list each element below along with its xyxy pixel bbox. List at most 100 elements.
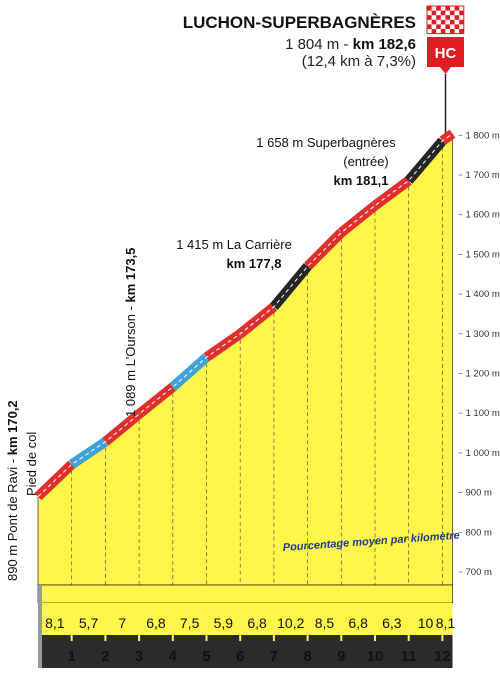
km-marker-label: 2 (101, 648, 109, 665)
km-marker-label: 8 (303, 648, 311, 665)
flag-cell (440, 29, 446, 34)
annotation-entree-line2: (entrée) (343, 154, 389, 169)
annotation-entree: 1 658 m Superbagnères (entrée) km 181,1 (256, 135, 396, 188)
percent-label: 7 (118, 615, 126, 631)
km-marker-tick (138, 635, 141, 641)
elevation-tick-label: 800 m (466, 527, 492, 538)
elevation-tick-label: 1 800 m (466, 130, 500, 141)
percent-label: 5,7 (79, 615, 99, 631)
elevation-tick-label: 900 m (466, 488, 492, 499)
flag-cell (450, 10, 455, 16)
elevation-tick-label: 1 300 m (466, 329, 500, 340)
percent-labels: 8,1 5,7 7 6,8 7,5 5,9 6,8 10,2 8,5 6,8 6,3 10 8,1 (45, 615, 455, 631)
finish-climb-info: (12,4 km à 7,3%) (302, 53, 416, 70)
km-marker-tick (272, 635, 275, 641)
km-marker-label: 1 (68, 648, 76, 665)
category-badge-bg (427, 37, 464, 67)
finish-name: LUCHON-SUPERBAGNÈRES (183, 13, 416, 32)
flag-cell (445, 15, 450, 20)
gradient-segment (372, 176, 412, 210)
flag-cell (459, 29, 464, 34)
km-marker-label: 5 (202, 648, 210, 665)
gradient-segment (135, 383, 176, 418)
flag-cell (440, 10, 446, 16)
flag-cell (445, 24, 450, 29)
percent-label: 10 (418, 615, 434, 631)
flag-cell (459, 10, 464, 16)
gradient-band (34, 129, 456, 501)
elevation-tick-label: 1 100 m (466, 408, 500, 419)
base-strip (37, 584, 453, 668)
km-marker-tick (205, 635, 208, 641)
finish-altitude: 1 804 m - km 182,6 (285, 36, 416, 53)
category-badge: HC (427, 37, 464, 74)
km-marker-tick (441, 635, 444, 641)
finish-km-label: km 182,6 (353, 36, 416, 53)
annotation-start-km: km 170,2 (5, 400, 20, 455)
flag-cell (427, 24, 432, 29)
annotation-carriere: 1 415 m La Carrière km 177,8 (176, 237, 292, 271)
km-marker-label: 10 (367, 648, 384, 665)
profile-fill (37, 133, 453, 586)
km-markers: 1 2 3 4 5 6 7 8 9 10 11 12 (68, 635, 451, 665)
base-percent-band (38, 603, 453, 635)
flag-cell (431, 10, 437, 16)
category-badge-point (440, 67, 451, 74)
annotation-carriere-line1: 1 415 m La Carrière (176, 237, 292, 252)
flag-cell (427, 15, 432, 20)
gradient-centerline (37, 133, 453, 497)
profile-area (37, 133, 453, 586)
annotation-ourson-line1: 1 089 m L'Ourson - (123, 303, 138, 417)
elevation-tick-label: 1 600 m (466, 210, 500, 221)
finish-altitude-label: 1 804 m - (285, 36, 353, 53)
km-marker-tick (70, 635, 73, 641)
base-edge (38, 585, 42, 668)
elevation-tick-label: 1 000 m (466, 448, 500, 459)
base-light-band (37, 584, 453, 604)
annotation-carriere-km: km 177,8 (227, 256, 282, 271)
km-marker-tick (407, 635, 410, 641)
gradient-segment (338, 201, 379, 237)
annotation-start-label: 890 m Pont de Ravi - km 170,2 (5, 400, 20, 581)
km-marker-label: 12 (434, 648, 451, 665)
km-marker-label: 6 (236, 648, 244, 665)
flag-cell (454, 6, 460, 11)
base-dark-band (38, 635, 453, 668)
percent-label: 6,8 (146, 615, 166, 631)
flag-cell (431, 29, 437, 34)
annotation-ourson: 1 089 m L'Ourson - km 173,5 (123, 248, 138, 417)
elevation-tick-label: 700 m (466, 567, 492, 578)
annotation-ourson-label: 1 089 m L'Ourson - km 173,5 (123, 248, 138, 417)
annotation-ourson-km: km 173,5 (123, 248, 138, 303)
flag-cell (454, 15, 460, 20)
flag-cell (450, 29, 455, 34)
km-marker-label: 9 (337, 648, 345, 665)
elevation-tick-label: 1 700 m (466, 170, 500, 181)
annotation-entree-line1: 1 658 m Superbagnères (256, 135, 396, 150)
percent-label: 8,1 (45, 615, 65, 631)
percent-label: 6,8 (247, 615, 267, 631)
annotation-entree-km: km 181,1 (334, 173, 389, 188)
km-marker-label: 4 (169, 648, 178, 665)
percent-label: 8,5 (315, 615, 335, 631)
km-marker-tick (171, 635, 174, 641)
percent-label: 6,8 (348, 615, 368, 631)
flag-cell (440, 19, 446, 25)
km-marker-label: 3 (135, 648, 143, 665)
km-marker-tick (340, 635, 343, 641)
checkered-flag-icon (426, 5, 465, 35)
percent-label: 6,3 (382, 615, 402, 631)
flag-cell (445, 6, 450, 11)
flag-cell (427, 6, 432, 11)
km-marker-tick (306, 635, 309, 641)
elevation-tick-label: 1 500 m (466, 249, 500, 260)
flag-cell (459, 19, 464, 25)
flag-cell (436, 24, 441, 29)
km-marker-tick (374, 635, 376, 641)
flag-cell (454, 24, 460, 29)
annotation-start: 890 m Pont de Ravi - km 170,2 Pied de co… (5, 400, 39, 581)
annotation-start-line1: 890 m Pont de Ravi - (5, 455, 20, 581)
elevation-axis: 700 m 800 m 900 m 1 000 m 1 100 m 1 200 m 1 30… (458, 130, 500, 578)
km-marker-tick (104, 635, 107, 641)
flag-cell (431, 19, 437, 25)
